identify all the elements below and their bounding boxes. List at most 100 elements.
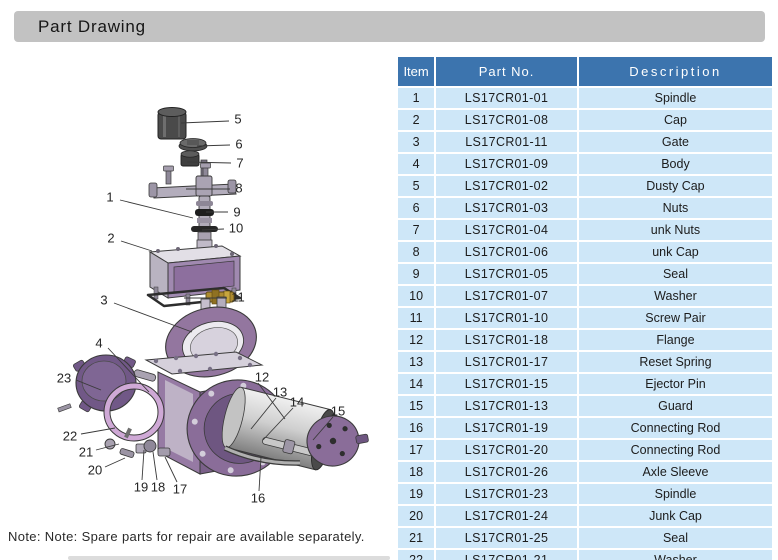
- cell-desc: Washer: [578, 286, 772, 306]
- cell-part: LS17CR01-24: [436, 506, 577, 526]
- cell-item: 13: [398, 352, 435, 372]
- cell-desc: Spindle: [578, 88, 772, 108]
- table-row: 11 LS17CR01-10 Screw Pair: [398, 308, 772, 328]
- cell-part: LS17CR01-15: [436, 374, 577, 394]
- junk-cap-part: [180, 150, 200, 167]
- cell-desc: Dusty Cap: [578, 176, 772, 196]
- cell-desc: Screw Pair: [578, 308, 772, 328]
- cell-desc: Axle Sleeve: [578, 462, 772, 482]
- page-header-bar: Part Drawing: [14, 11, 765, 42]
- table-row: 2 LS17CR01-08 Cap: [398, 110, 772, 130]
- cell-item: 20: [398, 506, 435, 526]
- cell-desc: Spindle: [578, 484, 772, 504]
- table-row: 1 LS17CR01-01 Spindle: [398, 88, 772, 108]
- cell-desc: Washer: [578, 550, 772, 560]
- cell-desc: unk Cap: [578, 242, 772, 262]
- cell-part: LS17CR01-23: [436, 484, 577, 504]
- nuts-part: [178, 138, 208, 152]
- guard-disc-part: [306, 415, 369, 467]
- callout-number: 8: [235, 181, 242, 196]
- col-header-part-no: Part No.: [436, 57, 577, 86]
- callout-number: 2: [107, 231, 114, 246]
- callout-leader-line: [113, 302, 193, 333]
- table-row: 8 LS17CR01-06 unk Cap: [398, 242, 772, 262]
- cropped-content-edge: [68, 556, 390, 560]
- table-row: 5 LS17CR01-02 Dusty Cap: [398, 176, 772, 196]
- col-header-description: Description: [578, 57, 772, 86]
- cell-item: 6: [398, 198, 435, 218]
- col-header-item: Item: [398, 57, 435, 86]
- callout-leader-line: [164, 456, 178, 483]
- callout-number: 14: [290, 395, 304, 410]
- cell-desc: Connecting Rod: [578, 418, 772, 438]
- cell-item: 22: [398, 550, 435, 560]
- bonnet-part: [148, 239, 242, 306]
- callout-number: 4: [95, 336, 102, 351]
- parts-table: Item Part No. Description 1 LS17CR01-01 Sp…: [396, 55, 774, 560]
- cell-item: 8: [398, 242, 435, 262]
- callout-leader-line: [80, 427, 116, 435]
- cell-part: LS17CR01-09: [436, 154, 577, 174]
- cell-desc: Nuts: [578, 198, 772, 218]
- callout-leader-line: [312, 416, 334, 441]
- gasket-outline: [146, 286, 242, 308]
- cell-desc: Flange: [578, 330, 772, 350]
- callout-leader-line: [250, 397, 277, 430]
- cell-desc: Cap: [578, 110, 772, 130]
- yoke-part: [148, 159, 237, 199]
- callout-number: 23: [57, 371, 71, 386]
- table-row: 14 LS17CR01-15 Ejector Pin: [398, 374, 772, 394]
- cell-item: 4: [398, 154, 435, 174]
- cell-part: LS17CR01-25: [436, 528, 577, 548]
- cell-part: LS17CR01-02: [436, 176, 577, 196]
- cell-item: 18: [398, 462, 435, 482]
- spare-parts-note: Note: Note: Spare parts for repair are a…: [8, 529, 365, 544]
- table-row: 6 LS17CR01-03 Nuts: [398, 198, 772, 218]
- table-row: 4 LS17CR01-09 Body: [398, 154, 772, 174]
- cell-part: LS17CR01-05: [436, 264, 577, 284]
- callout-number: 12: [255, 370, 269, 385]
- table-row: 22 LS17CR01-21 Washer: [398, 550, 772, 560]
- callout-number: 16: [251, 491, 265, 506]
- callout-leader-line: [186, 161, 232, 164]
- callout-leader-line: [152, 451, 158, 481]
- callout-number: 22: [63, 429, 77, 444]
- callout-number: 7: [236, 156, 243, 171]
- page-title: Part Drawing: [38, 17, 146, 36]
- cell-desc: Seal: [578, 528, 772, 548]
- cell-part: LS17CR01-01: [436, 88, 577, 108]
- callout-number: 6: [235, 137, 242, 152]
- cell-desc: Junk Cap: [578, 506, 772, 526]
- callout-number: 20: [88, 463, 102, 478]
- cell-item: 14: [398, 374, 435, 394]
- callout-number: 3: [100, 293, 107, 308]
- cell-part: LS17CR01-06: [436, 242, 577, 262]
- cell-item: 19: [398, 484, 435, 504]
- table-row: 20 LS17CR01-24 Junk Cap: [398, 506, 772, 526]
- callout-number: 21: [79, 445, 93, 460]
- cell-item: 3: [398, 132, 435, 152]
- callout-number: 10: [229, 221, 243, 236]
- callout-number: 1: [106, 190, 113, 205]
- callout-number: 13: [273, 385, 287, 400]
- cell-part: LS17CR01-03: [436, 198, 577, 218]
- cell-part: LS17CR01-17: [436, 352, 577, 372]
- callout-leader-line: [257, 382, 286, 420]
- callout-number: 9: [233, 205, 240, 220]
- cell-item: 12: [398, 330, 435, 350]
- cell-part: LS17CR01-10: [436, 308, 577, 328]
- cell-part: LS17CR01-13: [436, 396, 577, 416]
- callout-number: 19: [134, 480, 148, 495]
- table-row: 19 LS17CR01-23 Spindle: [398, 484, 772, 504]
- cell-item: 21: [398, 528, 435, 548]
- table-row: 9 LS17CR01-05 Seal: [398, 264, 772, 284]
- cell-item: 1: [398, 88, 435, 108]
- cell-part: LS17CR01-19: [436, 418, 577, 438]
- callout-leader-line: [196, 144, 231, 147]
- callout-leader-line: [258, 456, 262, 492]
- cell-part: LS17CR01-08: [436, 110, 577, 130]
- cell-item: 17: [398, 440, 435, 460]
- cell-item: 16: [398, 418, 435, 438]
- callout-number: 5: [234, 112, 241, 127]
